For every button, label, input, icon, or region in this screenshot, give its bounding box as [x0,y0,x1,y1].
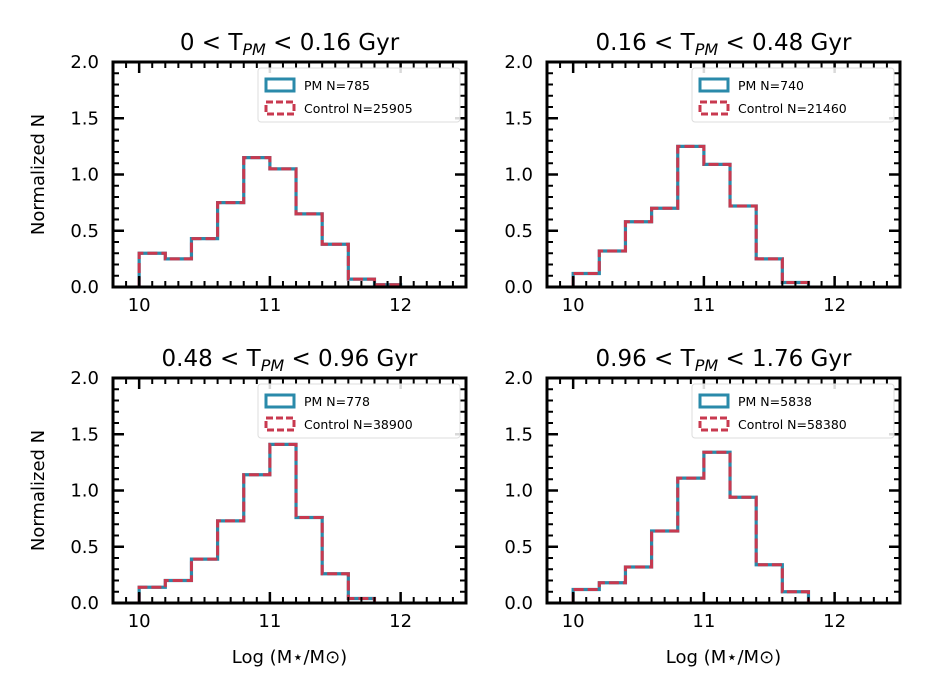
title-post: < 0.16 Gyr [266,30,400,56]
series-pm-step [571,144,811,287]
legend-swatch-control [264,416,296,432]
series-control-step [137,442,376,603]
y-tick-label: 1.5 [70,108,99,129]
tick-marks [112,376,467,605]
y-tick-label: 2.0 [504,368,533,389]
x-tick-label: 10 [562,611,585,632]
x-tick-label: 12 [389,295,412,316]
legend: PM N=785 Control N=25905 [257,67,461,123]
legend-swatch-pm [698,393,730,409]
y-tick-label: 0.5 [70,537,99,558]
legend-label-control: Control N=21460 [738,101,847,116]
y-tick-label: 2.0 [70,52,99,73]
y-tick-label: 2.0 [504,52,533,73]
y-tick-label: 1.5 [70,424,99,445]
legend-box [691,383,895,439]
y-tick-label: 0.5 [504,221,533,242]
legend: PM N=5838 Control N=58380 [691,383,895,439]
y-tick-label: 1.5 [504,424,533,445]
y-tick-label: 2.0 [70,368,99,389]
x-tick-label: 11 [692,611,715,632]
y-tick-label: 0.0 [504,277,533,298]
legend-label-pm: PM N=785 [304,78,370,93]
panel-title: 0.96 < TPM < 1.76 Gyr [596,346,852,375]
legend-label-pm: PM N=740 [738,78,804,93]
legend-box [691,67,895,123]
series-pm-step [571,450,811,603]
legend-label-pm: PM N=778 [304,394,370,409]
x-tick-label: 10 [128,611,151,632]
panel-title: 0 < TPM < 0.16 Gyr [180,30,400,59]
y-axis-label: Normalized N [28,430,49,551]
y-tick-label: 0.0 [70,277,99,298]
series-control-step [571,144,810,287]
y-tick-label: 0.0 [504,593,533,614]
panel-4: 0.96 < TPM < 1.76 Gyr 10 11 12 0.0 0.5 1.0 1.5 2… [504,346,902,668]
y-tick-label: 1.0 [70,165,99,186]
x-tick-label: 11 [258,611,281,632]
title-pre: 0.96 < T [596,346,696,372]
legend: PM N=740 Control N=21460 [691,67,895,123]
y-tick-label: 0.5 [70,221,99,242]
title-subscript: PM [261,356,285,375]
series-pm-step [137,156,403,287]
y-tick-label: 1.0 [504,165,533,186]
legend-label-pm: PM N=5838 [738,394,812,409]
title-post: < 0.96 Gyr [284,346,418,372]
legend-swatch-pm [264,77,296,93]
panel-title: 0.48 < TPM < 0.96 Gyr [162,346,418,375]
x-tick-label: 12 [823,611,846,632]
title-pre: 0.48 < T [162,346,262,372]
title-post: < 1.76 Gyr [718,346,852,372]
title-subscript: PM [695,356,719,375]
legend-label-control: Control N=25905 [304,101,413,116]
legend-swatch-control [698,100,730,116]
y-tick-label: 1.5 [504,108,533,129]
y-tick-label: 1.0 [70,481,99,502]
legend-box [257,67,461,123]
x-axis-label: Log (M⋆/M⊙) [232,647,347,668]
legend-label-control: Control N=38900 [304,417,413,432]
y-tick-label: 1.0 [504,481,533,502]
series-control-step [137,156,403,287]
title-subscript: PM [695,40,719,59]
legend-swatch-control [698,416,730,432]
x-tick-label: 10 [128,295,151,316]
legend-box [257,383,461,439]
legend: PM N=778 Control N=38900 [257,383,461,439]
panel-3: 0.48 < TPM < 0.96 Gyr 10 11 12 0.0 0.5 1.0 1.5 2… [28,346,468,668]
y-tick-label: 0.5 [504,537,533,558]
panel-title: 0.16 < TPM < 0.48 Gyr [596,30,852,59]
title-pre: 0 < T [180,30,244,56]
x-tick-label: 12 [823,295,846,316]
y-tick-label: 0.0 [70,593,99,614]
legend-label-control: Control N=58380 [738,417,847,432]
title-post: < 0.48 Gyr [718,30,852,56]
title-subscript: PM [242,40,266,59]
legend-swatch-pm [264,393,296,409]
title-pre: 0.16 < T [596,30,696,56]
legend-swatch-control [264,100,296,116]
series-control-step [571,450,810,603]
x-tick-label: 11 [258,295,281,316]
x-axis-label: Log (M⋆/M⊙) [666,647,781,668]
panel-1: 0 < TPM < 0.16 Gyr 10 11 12 0.0 0.5 1.0 1.5 2.0 N… [28,30,468,316]
y-axis-label: Normalized N [28,114,49,235]
x-tick-label: 10 [562,295,585,316]
x-tick-label: 12 [389,611,412,632]
tick-marks [546,60,901,289]
panel-2: 0.16 < TPM < 0.48 Gyr 10 11 12 0.0 0.5 1.0 1.5 2… [504,30,902,316]
legend-swatch-pm [698,77,730,93]
x-tick-label: 11 [692,295,715,316]
